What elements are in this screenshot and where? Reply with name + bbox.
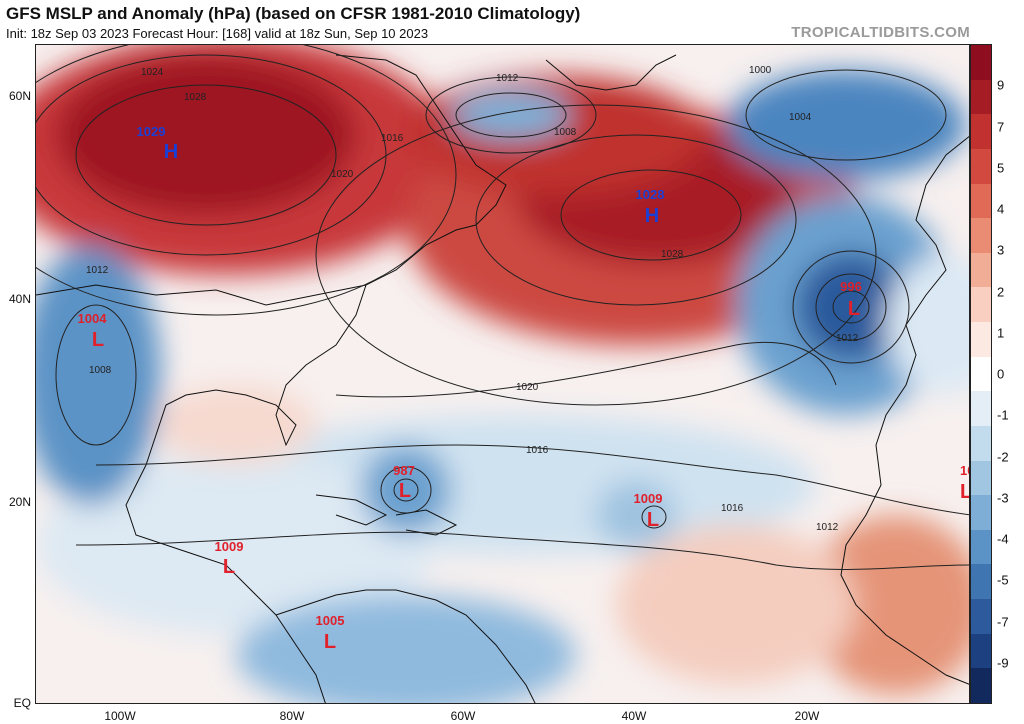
map-panel: 1024 1028 1020 1016 1012 1008 1000 1004 … <box>35 44 970 704</box>
colorbar-swatch <box>971 599 991 634</box>
center-value: 100 <box>960 463 970 478</box>
isobar-label: 1000 <box>749 65 772 76</box>
colorbar-swatch <box>971 529 991 565</box>
colorbar-label: -3 <box>997 490 1009 506</box>
coastlines <box>36 54 969 703</box>
isobar-label: 1012 <box>496 73 519 84</box>
anomaly-field <box>36 45 969 703</box>
colorbar-label: 3 <box>997 242 1005 258</box>
colorbar-swatch <box>971 356 991 392</box>
center-value: 987 <box>393 463 415 478</box>
lat-label: EQ <box>13 696 31 710</box>
isobar-label: 1012 <box>86 265 109 276</box>
brand-watermark: TROPICALTIDBITS.COM <box>791 24 970 41</box>
center-value: 1029 <box>137 124 166 139</box>
isobar-labels: 1024 1028 1020 1016 1012 1008 1000 1004 … <box>86 65 859 533</box>
colorbar-label: -5 <box>997 572 1009 588</box>
low-marker: L <box>324 631 336 653</box>
colorbar-label: 2 <box>997 284 1005 299</box>
isobar-label: 1028 <box>661 249 684 260</box>
colorbar-swatch <box>971 114 991 149</box>
isobar-label: 1024 <box>141 67 164 78</box>
colorbar-swatch <box>971 564 991 599</box>
low-marker: L <box>92 329 104 351</box>
isobar-label: 1012 <box>836 333 859 344</box>
isobar-label: 1008 <box>89 365 112 376</box>
colorbar-swatch <box>971 460 991 496</box>
isobar-label: 1016 <box>526 445 549 456</box>
isobar-label: 1004 <box>789 112 812 123</box>
colorbar-label: -4 <box>997 531 1009 547</box>
colorbar-swatch <box>971 633 991 669</box>
lon-label: 60W <box>450 709 476 723</box>
lat-label: 60N <box>8 89 31 103</box>
colorbar-swatch <box>971 322 991 357</box>
colorbar-swatch <box>971 668 991 703</box>
low-marker: L <box>848 298 860 320</box>
colorbar-swatch <box>971 45 991 80</box>
colorbar-label: 9 <box>997 77 1005 93</box>
center-value: 1028 <box>636 187 665 202</box>
center-value: 1009 <box>215 539 244 554</box>
low-marker: L <box>223 556 235 578</box>
lon-label: 100W <box>104 709 136 723</box>
colorbar-label: 0 <box>997 366 1005 382</box>
center-value: 996 <box>840 279 862 294</box>
low-marker: L <box>647 509 659 531</box>
high-marker: H <box>645 205 659 227</box>
colorbar-label: 7 <box>997 119 1005 134</box>
colorbar-label: 4 <box>997 201 1005 217</box>
isobar-label: 1020 <box>516 382 539 393</box>
colorbar-swatch <box>971 252 991 288</box>
center-value: 1005 <box>316 613 345 628</box>
colorbar-label: 5 <box>997 160 1005 176</box>
isobar-label: 1008 <box>554 127 577 138</box>
colorbar-swatch <box>971 425 991 461</box>
map-subtitle: Init: 18z Sep 03 2023 Forecast Hour: [16… <box>6 26 429 41</box>
pressure-centers: 1029 H 1028 H 1004 L 996 L 987 L 1009 L … <box>78 124 970 653</box>
center-value: 1009 <box>634 491 663 506</box>
colorbar <box>970 44 992 704</box>
lat-label: 20N <box>8 495 31 509</box>
colorbar-swatch <box>971 183 991 219</box>
colorbar-swatch <box>971 218 991 253</box>
colorbar-label: -2 <box>997 449 1009 464</box>
anomaly-map: 1024 1028 1020 1016 1012 1008 1000 1004 … <box>36 45 970 703</box>
isobar-label: 1016 <box>381 133 404 144</box>
colorbar-label: -1 <box>997 407 1009 423</box>
colorbar-label: -9 <box>997 655 1009 671</box>
isobar-label: 1020 <box>331 169 354 180</box>
isobar-label: 1012 <box>816 522 839 533</box>
colorbar-label: 1 <box>997 325 1005 341</box>
lon-label: 20W <box>794 709 820 723</box>
isobar-label: 1028 <box>184 92 207 103</box>
colorbar-label: -7 <box>997 614 1009 629</box>
lat-label: 40N <box>8 292 31 306</box>
lon-label: 80W <box>279 709 305 723</box>
colorbar-swatch <box>971 79 991 115</box>
colorbar-swatch <box>971 148 991 184</box>
isobars <box>36 45 969 570</box>
center-value: 1004 <box>78 311 108 326</box>
colorbar-swatch <box>971 391 991 426</box>
lon-label: 40W <box>621 709 647 723</box>
high-marker: H <box>164 141 178 163</box>
colorbar-swatch <box>971 287 991 322</box>
map-title: GFS MSLP and Anomaly (hPa) (based on CFS… <box>6 4 581 23</box>
colorbar-swatch <box>971 495 991 530</box>
isobar-label: 1016 <box>721 503 744 514</box>
low-marker: L <box>399 480 411 502</box>
low-marker: L <box>960 481 970 503</box>
